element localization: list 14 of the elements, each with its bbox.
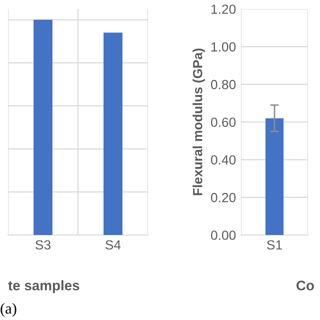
x-tick-label: S4 bbox=[106, 240, 121, 250]
y-tick-label: 0.80 bbox=[210, 80, 236, 90]
x-tick-label: S3 bbox=[36, 240, 50, 250]
x-axis-title: Co bbox=[296, 280, 314, 290]
y-tick-label: 0.60 bbox=[210, 118, 236, 127]
text: (a) bbox=[0, 302, 16, 317]
y-axis-title: Flexural modulus (GPa) bbox=[192, 48, 205, 196]
y-tick-label: 0.00 bbox=[210, 230, 236, 240]
y-tick-label: 1.20 bbox=[211, 4, 236, 14]
x-axis-title: te samples bbox=[8, 280, 80, 294]
y-tick-label: 0.40 bbox=[210, 155, 236, 165]
x-tick-label: S1 bbox=[267, 240, 282, 250]
y-tick-label: 1.00 bbox=[211, 42, 236, 52]
y-tick-label: 0.20 bbox=[210, 192, 236, 202]
